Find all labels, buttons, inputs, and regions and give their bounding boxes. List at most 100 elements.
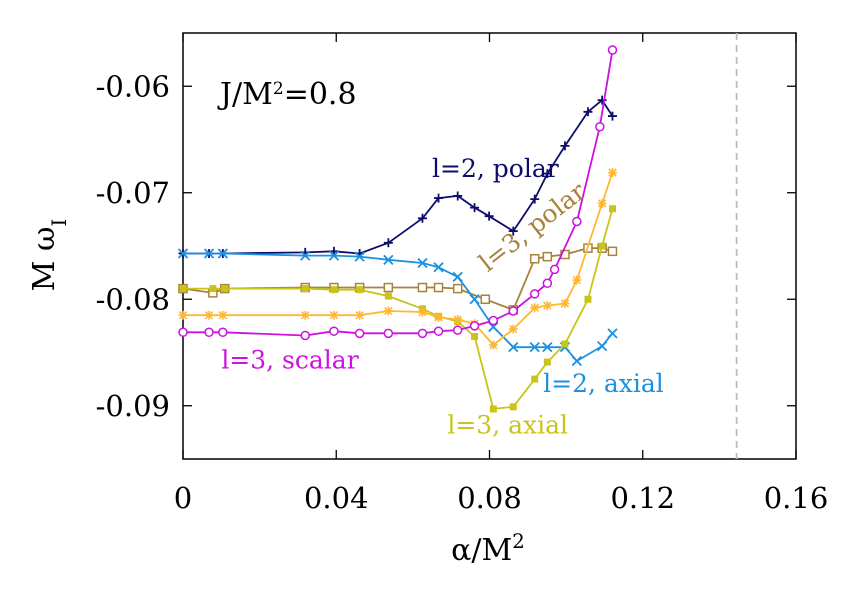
data-point xyxy=(469,321,480,331)
data-point xyxy=(508,226,518,236)
x-axis-title: α/M2 xyxy=(451,529,525,568)
data-point xyxy=(531,375,539,383)
data-point xyxy=(417,328,428,339)
data-point xyxy=(383,328,394,339)
data-point xyxy=(434,312,444,322)
series-label: l=3, axial xyxy=(447,410,568,439)
data-point xyxy=(300,310,310,320)
tick-layer: 0 0.04 0.08 0.12 0.16 -0.06 -0.07 -0.08 -0.09 xyxy=(96,33,829,515)
data-point xyxy=(572,275,582,285)
data-point xyxy=(607,246,618,257)
series-label: l=3, scalar xyxy=(221,345,358,374)
y-tick-label: -0.07 xyxy=(96,176,170,210)
data-point xyxy=(354,328,365,339)
data-point xyxy=(218,310,228,320)
data-point xyxy=(300,330,310,341)
data-point xyxy=(607,168,617,178)
series-label: l=2, polar xyxy=(432,154,559,183)
data-point xyxy=(221,285,229,293)
data-point xyxy=(488,315,499,326)
y-tick-label: -0.09 xyxy=(96,389,170,423)
data-point xyxy=(209,285,217,293)
y-axis-title: M ωI xyxy=(27,219,71,292)
x-tick-label: 0.08 xyxy=(457,481,522,515)
series-3 xyxy=(179,205,616,413)
data-point xyxy=(488,340,498,350)
data-point xyxy=(453,314,463,324)
data-point xyxy=(330,286,338,294)
data-point xyxy=(484,211,494,221)
data-point xyxy=(529,342,540,353)
data-point xyxy=(572,216,582,227)
data-point xyxy=(607,45,618,55)
data-point xyxy=(571,355,582,367)
data-point xyxy=(355,310,365,320)
data-point xyxy=(204,327,214,338)
data-point xyxy=(383,254,394,265)
data-point xyxy=(597,95,607,105)
data-point xyxy=(383,282,394,293)
data-point xyxy=(529,289,540,299)
data-point xyxy=(433,282,444,293)
data-point xyxy=(452,325,463,335)
data-point xyxy=(178,310,188,320)
data-point xyxy=(597,340,608,352)
data-point xyxy=(508,342,519,353)
data-point xyxy=(542,278,553,289)
data-point xyxy=(489,405,497,413)
data-point xyxy=(179,285,187,293)
data-point xyxy=(542,251,553,262)
data-point xyxy=(561,340,569,348)
data-point xyxy=(384,292,392,300)
data-point xyxy=(328,250,340,261)
data-point xyxy=(597,198,607,208)
data-point xyxy=(417,307,427,317)
data-point xyxy=(470,203,480,213)
data-point xyxy=(452,271,463,283)
data-point xyxy=(560,141,570,151)
data-point xyxy=(383,306,393,316)
y-tick-label: -0.06 xyxy=(96,69,170,103)
series-layer xyxy=(177,45,618,413)
data-point xyxy=(452,283,463,294)
data-point xyxy=(218,327,228,338)
data-point xyxy=(300,250,311,261)
data-point xyxy=(433,326,444,336)
data-point xyxy=(583,107,593,117)
annotation: J/M2=0.8 xyxy=(217,77,357,112)
data-point xyxy=(509,403,517,411)
data-point xyxy=(542,342,553,353)
data-point xyxy=(595,121,605,132)
data-point xyxy=(560,299,570,309)
x-tick-label: 0.12 xyxy=(610,481,675,515)
data-point xyxy=(453,191,463,201)
x-tick-label: 0.16 xyxy=(764,481,829,515)
data-point xyxy=(584,295,592,303)
x-tick-label: 0 xyxy=(174,481,192,515)
series-label: l=2, axial xyxy=(543,369,664,398)
data-point xyxy=(549,264,560,275)
data-point xyxy=(356,286,364,294)
data-point xyxy=(508,324,518,334)
data-point xyxy=(542,169,552,179)
data-point xyxy=(530,194,540,204)
data-point xyxy=(469,294,480,305)
data-point xyxy=(598,242,606,250)
series-4 xyxy=(178,168,617,350)
data-point xyxy=(608,205,616,213)
data-point xyxy=(543,358,551,366)
data-point xyxy=(329,326,339,336)
data-point xyxy=(178,327,188,338)
data-point xyxy=(301,285,309,293)
data-point xyxy=(177,248,189,259)
data-point xyxy=(607,111,617,121)
data-point xyxy=(480,294,491,304)
data-point xyxy=(417,282,428,293)
data-point xyxy=(542,301,552,311)
series-5 xyxy=(178,45,618,341)
data-point xyxy=(329,310,339,320)
data-point xyxy=(354,251,365,262)
data-point xyxy=(417,213,427,223)
